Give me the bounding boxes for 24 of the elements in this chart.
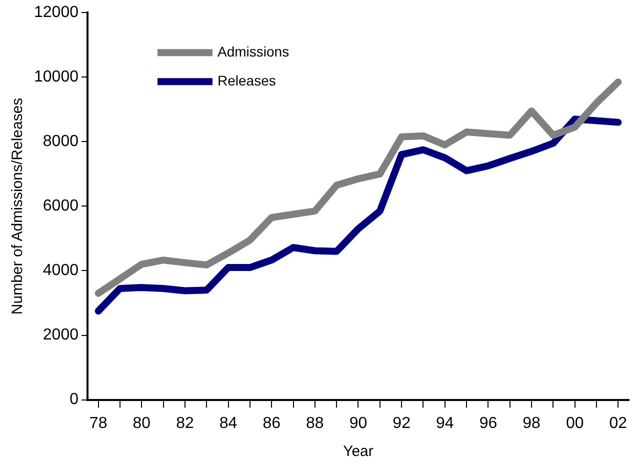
x-tick-label: 98 [522,414,541,432]
x-tick-label: 90 [349,414,368,432]
x-tick-label: 88 [306,414,324,432]
y-tick-label: 2000 [42,326,79,344]
x-tick-label: 94 [436,414,454,432]
x-tick-label: 02 [609,414,628,432]
y-tick-label: 10000 [34,68,79,86]
y-tick-label: 12000 [34,4,79,22]
y-tick-label: 0 [70,391,79,408]
legend-label: Admissions [217,43,290,60]
y-tick-label: 6000 [42,198,79,215]
x-tick-label: 82 [176,414,194,432]
x-tick-label: 80 [132,414,151,432]
x-tick-label: 78 [89,414,108,432]
y-axis-title: Number of Admissions/Releases [9,98,26,315]
y-tick-label: 4000 [42,262,79,280]
x-tick-label: 00 [566,414,584,432]
x-tick-label: 92 [392,414,411,432]
x-tick-label: 96 [479,414,498,432]
legend-label: Releases [217,72,276,88]
y-tick-label: 8000 [42,133,79,150]
x-tick-label: 86 [262,414,281,432]
x-tick-label: 84 [219,414,238,432]
x-axis-title: Year [343,443,374,460]
